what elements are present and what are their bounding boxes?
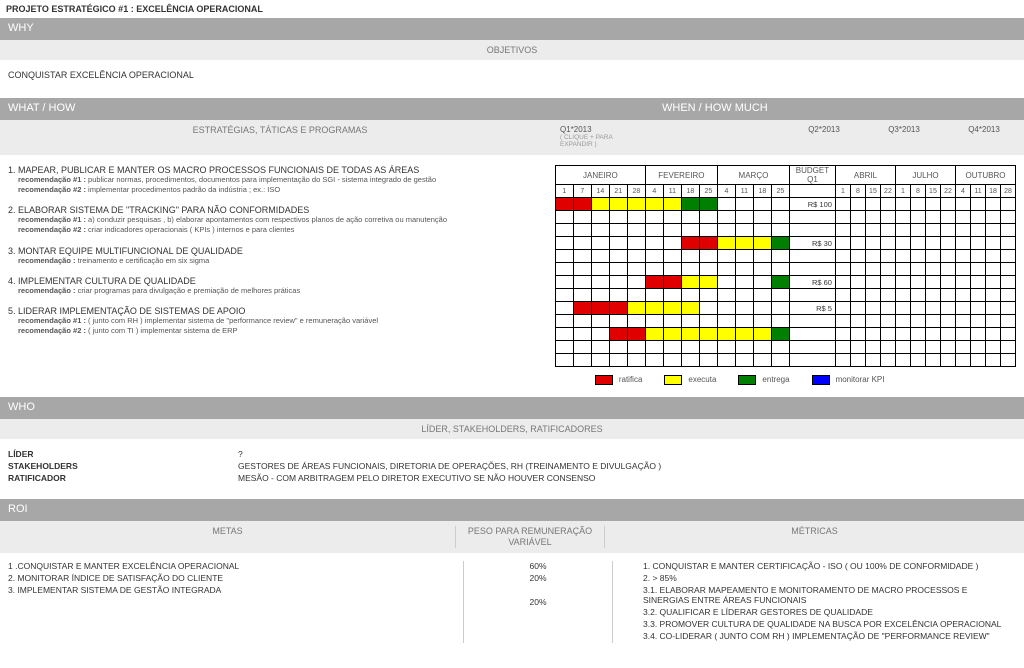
- gantt-table: JANEIROFEVEREIROMARÇOBUDGET Q1ABRILJULHO…: [555, 165, 1016, 367]
- q1-label: Q1*2013: [560, 125, 616, 134]
- why-body: CONQUISTAR EXCELÊNCIA OPERACIONAL: [0, 60, 1024, 98]
- who-body: LÍDER?STAKEHOLDERSGESTORES DE ÁREAS FUNC…: [0, 439, 1024, 499]
- roi-meta: 2. MONITORAR ÍNDICE DE SATISFAÇÃO DO CLI…: [8, 573, 463, 583]
- strategy-title: 5. LIDERAR IMPLEMENTAÇÃO DE SISTEMAS DE …: [8, 306, 545, 316]
- roi-metrica: 3.1. ELABORAR MAPEAMENTO E MONITORAMENTO…: [643, 585, 1016, 605]
- page-title: PROJETO ESTRATÉGICO #1 : EXCELÊNCIA OPER…: [0, 0, 1024, 18]
- whathow-band: WHAT / HOW WHEN / HOW MUCH: [0, 98, 1024, 120]
- strategy-rec: recomendação #2 : criar indicadores oper…: [8, 225, 545, 235]
- strategy-rec: recomendação #1 : ( junto com RH ) imple…: [8, 316, 545, 326]
- strategy-rec: recomendação #1 : publicar normas, proce…: [8, 175, 545, 185]
- q1-sublabel: ( CLIQUE + PARA EXPANDIR ): [560, 134, 616, 148]
- legend-item: executa: [664, 375, 716, 385]
- strategy-rec: recomendação : criar programas para divu…: [8, 286, 545, 296]
- roi-col-metas: METAS: [0, 526, 455, 548]
- strategy-title: 1. MAPEAR, PUBLICAR E MANTER OS MACRO PR…: [8, 165, 545, 175]
- why-band: WHY: [0, 18, 1024, 40]
- roi-metrica: 3.3. PROMOVER CULTURA DE QUALIDADE NA BU…: [643, 619, 1016, 629]
- roi-metrica: 2. > 85%: [643, 573, 1016, 583]
- strategy-title: 3. MONTAR EQUIPE MULTIFUNCIONAL DE QUALI…: [8, 246, 545, 256]
- roi-metrica: 3.2. QUALIFICAR E LÍDERAR GESTORES DE QU…: [643, 607, 1016, 617]
- strategies-list: 1. MAPEAR, PUBLICAR E MANTER OS MACRO PR…: [8, 165, 545, 391]
- who-value: ?: [238, 449, 243, 459]
- roi-meta: 3. IMPLEMENTAR SISTEMA DE GESTÃO INTEGRA…: [8, 585, 463, 595]
- who-label: RATIFICADOR: [8, 473, 238, 483]
- why-subtitle: OBJETIVOS: [0, 40, 1024, 60]
- who-label: LÍDER: [8, 449, 238, 459]
- q3-label: Q3*2013: [864, 125, 944, 148]
- roi-peso: [464, 585, 612, 595]
- strategies-subtitle: ESTRATÉGIAS, TÁTICAS E PROGRAMAS: [0, 125, 560, 150]
- strategy-title: 4. IMPLEMENTAR CULTURA DE QUALIDADE: [8, 276, 545, 286]
- roi-body: 1 .CONQUISTAR E MANTER EXCELÊNCIA OPERAC…: [0, 553, 1024, 647]
- roi-sub: METAS PESO PARA REMUNERAÇÃO VARIÁVEL MÉT…: [0, 521, 1024, 553]
- timeline: JANEIROFEVEREIROMARÇOBUDGET Q1ABRILJULHO…: [555, 165, 1016, 391]
- strategy-title: 2. ELABORAR SISTEMA DE "TRACKING" PARA N…: [8, 205, 545, 215]
- roi-peso: 60%: [464, 561, 612, 571]
- strategy-rec: recomendação #2 : ( junto com TI ) imple…: [8, 326, 545, 336]
- legend: ratifica executa entrega monitorar KPI: [555, 367, 1016, 391]
- strategy-rec: recomendação : treinamento e certificaçã…: [8, 256, 545, 266]
- roi-meta: 1 .CONQUISTAR E MANTER EXCELÊNCIA OPERAC…: [8, 561, 463, 571]
- who-value: MESÃO - COM ARBITRAGEM PELO DIRETOR EXEC…: [238, 473, 595, 483]
- q4-label: Q4*2013: [944, 125, 1024, 148]
- when-howmuch-title: WHEN / HOW MUCH: [362, 102, 1016, 114]
- legend-item: ratifica: [595, 375, 643, 385]
- legend-item: entrega: [738, 375, 789, 385]
- whathow-sub: ESTRATÉGIAS, TÁTICAS E PROGRAMAS Q1*2013…: [0, 120, 1024, 155]
- what-how-title: WHAT / HOW: [8, 102, 362, 114]
- roi-metrica: 1. CONQUISTAR E MANTER CERTIFICAÇÃO - IS…: [643, 561, 1016, 571]
- strategy-rec: recomendação #2 : implementar procedimen…: [8, 185, 545, 195]
- roi-col-peso: PESO PARA REMUNERAÇÃO VARIÁVEL: [455, 526, 605, 548]
- roi-band: ROI: [0, 499, 1024, 521]
- who-band: WHO: [0, 397, 1024, 419]
- who-subtitle: LÍDER, STAKEHOLDERS, RATIFICADORES: [0, 419, 1024, 439]
- q2-label: Q2*2013: [784, 125, 864, 148]
- legend-item: monitorar KPI: [812, 375, 885, 385]
- roi-peso: 20%: [464, 597, 612, 607]
- roi-metrica: 3.4. CO-LIDERAR ( JUNTO COM RH ) IMPLEME…: [643, 631, 1016, 641]
- roi-peso: 20%: [464, 573, 612, 583]
- who-value: GESTORES DE ÁREAS FUNCIONAIS, DIRETORIA …: [238, 461, 661, 471]
- roi-col-metricas: MÉTRICAS: [605, 526, 1024, 548]
- who-label: STAKEHOLDERS: [8, 461, 238, 471]
- strategy-rec: recomendação #1 : a) conduzir pesquisas …: [8, 215, 545, 225]
